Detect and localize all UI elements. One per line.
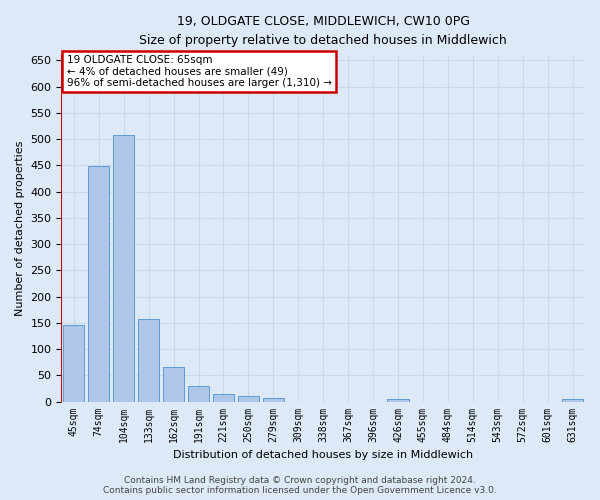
- Bar: [163, 368, 184, 402]
- Bar: [388, 399, 409, 402]
- X-axis label: Distribution of detached houses by size in Middlewich: Distribution of detached houses by size …: [173, 450, 473, 460]
- Title: 19, OLDGATE CLOSE, MIDDLEWICH, CW10 0PG
Size of property relative to detached ho: 19, OLDGATE CLOSE, MIDDLEWICH, CW10 0PG …: [139, 15, 507, 47]
- Bar: [88, 166, 109, 402]
- Bar: [263, 398, 284, 402]
- Bar: [188, 386, 209, 402]
- Bar: [63, 326, 85, 402]
- Bar: [238, 396, 259, 402]
- Text: 19 OLDGATE CLOSE: 65sqm
← 4% of detached houses are smaller (49)
96% of semi-det: 19 OLDGATE CLOSE: 65sqm ← 4% of detached…: [67, 55, 332, 88]
- Y-axis label: Number of detached properties: Number of detached properties: [15, 140, 25, 316]
- Bar: [562, 399, 583, 402]
- Bar: [138, 319, 159, 402]
- Text: Contains HM Land Registry data © Crown copyright and database right 2024.
Contai: Contains HM Land Registry data © Crown c…: [103, 476, 497, 495]
- Bar: [213, 394, 234, 402]
- Bar: [113, 136, 134, 402]
